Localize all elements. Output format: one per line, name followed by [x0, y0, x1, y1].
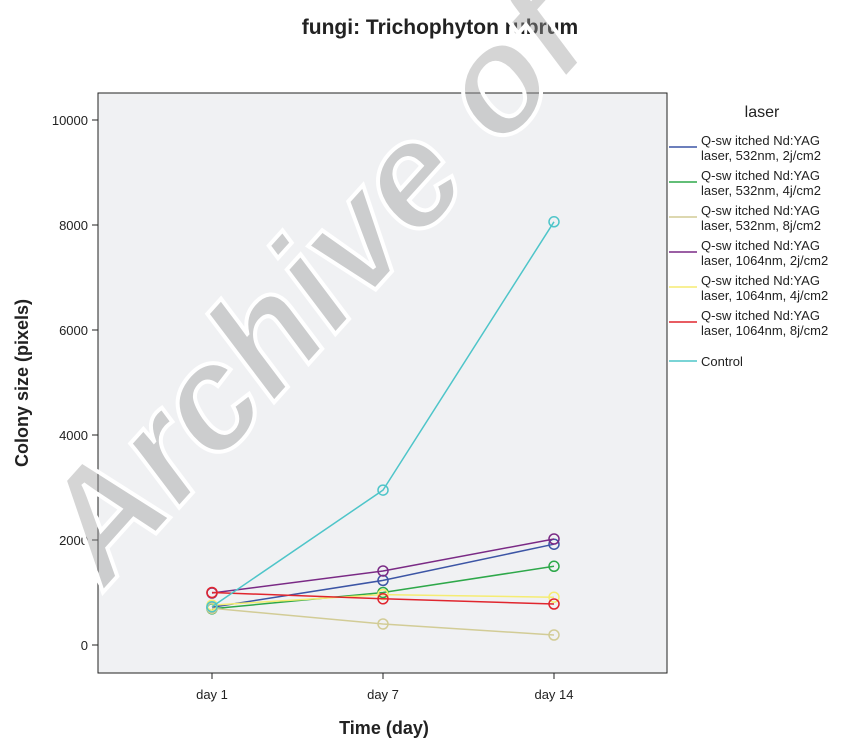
legend-label: Q-sw itched Nd:YAG laser, 1064nm, 8j/cm2 — [701, 308, 828, 338]
legend-label: Q-sw itched Nd:YAG laser, 1064nm, 2j/cm2 — [701, 238, 828, 268]
series-line — [211, 591, 555, 605]
legend-title: laser — [745, 104, 780, 121]
series-line — [211, 538, 555, 594]
legend: laser Q-sw itched Nd:YAG laser, 532nm, 2j… — [669, 104, 828, 369]
data-point — [548, 591, 560, 603]
x-tick-label: day 1 — [196, 687, 228, 702]
legend-label: Q-sw itched Nd:YAG laser, 532nm, 8j/cm2 — [701, 203, 821, 233]
data-point — [377, 484, 389, 496]
series-line — [211, 565, 555, 610]
y-tick-label: 2000 — [59, 533, 88, 548]
series-line — [211, 543, 555, 608]
legend-label: Q-sw itched Nd:YAG laser, 532nm, 2j/cm2 — [701, 133, 821, 163]
legend-item: Q-sw itched Nd:YAG laser, 532nm, 8j/cm2 — [669, 203, 821, 233]
data-point — [206, 600, 218, 613]
data-point — [548, 560, 560, 573]
legend-label: Control — [701, 354, 743, 369]
y-axis: 0 2000 4000 6000 8000 10000 — [52, 93, 99, 673]
series-layer — [206, 216, 560, 641]
y-tick-label: 10000 — [52, 113, 88, 128]
series-line — [211, 221, 555, 608]
y-axis-title: Colony size (pixels) — [12, 299, 32, 467]
chart-title: fungi: Trichophyton rubrum — [302, 16, 578, 39]
y-tick-label: 4000 — [59, 428, 88, 443]
data-point — [548, 598, 560, 610]
series-7 — [206, 216, 560, 613]
data-point — [548, 533, 560, 545]
legend-item: Control — [669, 354, 743, 369]
legend-item: Q-sw itched Nd:YAG laser, 1064nm, 4j/cm2 — [669, 273, 828, 303]
data-point — [206, 586, 218, 599]
data-point — [548, 216, 560, 228]
x-tick-label: day 14 — [534, 687, 573, 702]
x-tick-label: day 7 — [367, 687, 399, 702]
series-6 — [206, 586, 560, 610]
data-point — [548, 629, 560, 641]
legend-item: Q-sw itched Nd:YAG laser, 532nm, 2j/cm2 — [669, 133, 821, 163]
legend-item: Q-sw itched Nd:YAG laser, 1064nm, 8j/cm2 — [669, 308, 828, 338]
series-line — [211, 607, 555, 636]
legend-label: Q-sw itched Nd:YAG laser, 532nm, 4j/cm2 — [701, 168, 821, 198]
data-point — [377, 593, 389, 605]
series-3 — [206, 602, 560, 641]
series-5 — [206, 588, 560, 611]
data-point — [377, 565, 389, 577]
legend-item: Q-sw itched Nd:YAG laser, 1064nm, 2j/cm2 — [669, 238, 828, 268]
series-line — [211, 593, 555, 606]
data-point — [377, 588, 389, 601]
x-axis: day 1 day 7 day 14 — [196, 673, 574, 702]
y-tick-label: 0 — [81, 638, 88, 653]
y-tick-label: 8000 — [59, 218, 88, 233]
y-tick-label: 6000 — [59, 323, 88, 338]
legend-item: Q-sw itched Nd:YAG laser, 532nm, 4j/cm2 — [669, 168, 821, 198]
x-axis-title: Time (day) — [339, 718, 429, 738]
data-point — [377, 618, 389, 630]
legend-label: Q-sw itched Nd:YAG laser, 1064nm, 4j/cm2 — [701, 273, 828, 303]
